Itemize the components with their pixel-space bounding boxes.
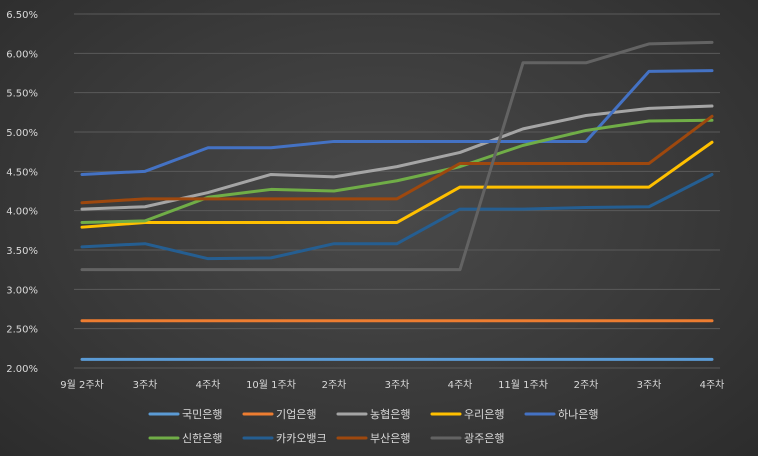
legend-label: 국민은행 — [182, 408, 222, 421]
y-tick-label: 6.50% — [6, 10, 38, 21]
x-tick-label: 2주차 — [574, 379, 599, 391]
x-tick-label: 4주차 — [448, 379, 473, 391]
legend-label: 하나은행 — [558, 407, 598, 421]
series-line-8 — [80, 40, 714, 272]
x-tick-label: 10월 1주차 — [246, 379, 296, 391]
gridlines — [74, 13, 720, 369]
series-lines — [80, 40, 714, 361]
x-tick-label: 3주차 — [133, 379, 158, 391]
legend-label: 기업은행 — [276, 408, 316, 421]
legend-label: 광주은행 — [464, 432, 504, 445]
series-line-6 — [80, 172, 714, 261]
y-tick-label: 5.00% — [6, 128, 38, 139]
x-axis: 9월 2주차 3주차 4주차 10월 1주차 2주차 3주차 4주차 11월 1주차 2주차 3주… — [60, 379, 724, 391]
x-tick-label: 2주차 — [322, 379, 347, 391]
y-tick-label: 4.00% — [6, 207, 38, 218]
series-line-2 — [80, 104, 714, 211]
series-line-3 — [80, 140, 714, 229]
legend-label: 부산은행 — [370, 432, 410, 445]
series-line-4 — [80, 69, 714, 176]
y-tick-label: 6.00% — [6, 49, 38, 60]
legend-label: 농협은행 — [370, 408, 410, 421]
y-tick-label: 3.50% — [6, 246, 38, 257]
legend-label: 신한은행 — [182, 432, 222, 445]
x-tick-label: 3주차 — [637, 379, 662, 391]
legend-label: 카카오뱅크 — [276, 432, 327, 445]
y-tick-label: 2.50% — [6, 325, 38, 336]
x-tick-label: 11월 1주차 — [498, 379, 548, 391]
y-axis: 2.00% 2.50% 3.00% 3.50% 4.00% 4.50% 5.00% 5.50%… — [6, 10, 38, 375]
series-line-7 — [80, 114, 714, 205]
x-tick-label: 9월 2주차 — [60, 379, 104, 391]
x-tick-label: 4주차 — [700, 379, 725, 391]
x-tick-label: 3주차 — [385, 379, 410, 391]
y-tick-label: 2.00% — [6, 364, 38, 375]
x-tick-label: 4주차 — [196, 379, 221, 391]
legend-label: 우리은행 — [464, 408, 504, 421]
series-line-5 — [80, 118, 714, 224]
y-tick-label: 5.50% — [6, 89, 38, 100]
y-tick-label: 4.50% — [6, 167, 38, 178]
y-tick-label: 3.00% — [6, 285, 38, 296]
